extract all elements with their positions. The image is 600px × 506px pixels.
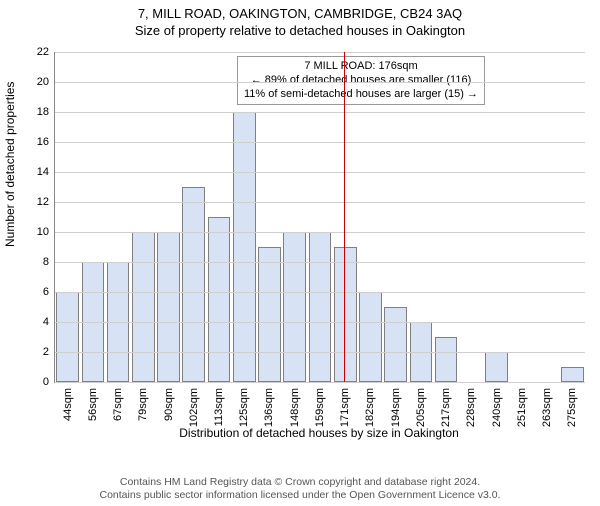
x-axis-label: Distribution of detached houses by size …: [54, 426, 584, 440]
bar-slot: 240sqm: [484, 52, 509, 382]
y-tick-label: 20: [37, 76, 49, 88]
histogram-bar: [132, 232, 155, 382]
plot-area: 44sqm56sqm67sqm79sqm90sqm102sqm113sqm125…: [54, 52, 585, 383]
annotation-line-1: 7 MILL ROAD: 176sqm: [244, 60, 478, 74]
histogram-bar: [485, 352, 508, 382]
histogram-bar: [283, 232, 306, 382]
annotation-line-3: 11% of semi-detached houses are larger (…: [244, 88, 478, 102]
x-tick-label: 171sqm: [339, 388, 351, 427]
x-tick-label: 194sqm: [390, 388, 402, 427]
histogram-bar: [309, 232, 332, 382]
y-tick-label: 10: [37, 226, 49, 238]
histogram-bar: [561, 367, 584, 382]
x-tick-label: 228sqm: [465, 388, 477, 427]
y-axis-label: Number of detached properties: [3, 82, 17, 247]
bar-slot: 113sqm: [206, 52, 231, 382]
y-tick-label: 14: [37, 166, 49, 178]
grid-line: [55, 232, 585, 233]
x-tick-label: 240sqm: [491, 388, 503, 427]
grid-line: [55, 112, 585, 113]
x-tick-label: 113sqm: [213, 388, 225, 426]
x-tick-label: 44sqm: [62, 388, 74, 421]
x-tick-label: 56sqm: [87, 388, 99, 421]
histogram-bar: [334, 247, 357, 382]
bar-slot: 102sqm: [181, 52, 206, 382]
x-tick-label: 136sqm: [263, 388, 275, 427]
reference-line: [344, 52, 345, 382]
bar-slot: 251sqm: [509, 52, 534, 382]
annotation-line-2: ← 89% of detached houses are smaller (11…: [244, 74, 478, 88]
annotation-box: 7 MILL ROAD: 176sqm ← 89% of detached ho…: [237, 56, 485, 105]
y-tick-label: 16: [37, 136, 49, 148]
grid-line: [55, 142, 585, 143]
x-tick-label: 79sqm: [137, 388, 149, 421]
x-tick-label: 182sqm: [364, 388, 376, 427]
histogram-bar: [208, 217, 231, 382]
footer-line-1: Contains HM Land Registry data © Crown c…: [0, 476, 600, 489]
x-tick-label: 159sqm: [314, 388, 326, 427]
bar-slot: 79sqm: [131, 52, 156, 382]
y-tick-label: 8: [43, 256, 49, 268]
grid-line: [55, 322, 585, 323]
grid-line: [55, 202, 585, 203]
bar-slot: 67sqm: [105, 52, 130, 382]
x-tick-label: 148sqm: [289, 388, 301, 427]
page-subtitle: Size of property relative to detached ho…: [0, 23, 600, 38]
bar-slot: 56sqm: [80, 52, 105, 382]
y-tick-label: 18: [37, 106, 49, 118]
footer-attribution: Contains HM Land Registry data © Crown c…: [0, 476, 600, 502]
bar-slot: 275sqm: [560, 52, 585, 382]
y-tick-label: 12: [37, 196, 49, 208]
histogram-bar: [359, 292, 382, 382]
x-tick-label: 90sqm: [163, 388, 175, 421]
grid-line: [55, 262, 585, 263]
y-tick-label: 4: [43, 316, 49, 328]
histogram-bar: [258, 247, 281, 382]
x-tick-label: 251sqm: [516, 388, 528, 427]
histogram-chart: Number of detached properties 44sqm56sqm…: [0, 48, 600, 446]
x-tick-label: 217sqm: [440, 388, 452, 427]
page-title: 7, MILL ROAD, OAKINGTON, CAMBRIDGE, CB24…: [0, 6, 600, 21]
footer-line-2: Contains public sector information licen…: [0, 489, 600, 502]
x-tick-label: 263sqm: [541, 388, 553, 427]
y-tick-label: 6: [43, 286, 49, 298]
bar-slot: 90sqm: [156, 52, 181, 382]
histogram-bar: [56, 292, 79, 382]
x-tick-label: 125sqm: [238, 388, 250, 427]
grid-line: [55, 382, 585, 383]
bar-slot: 263sqm: [534, 52, 559, 382]
y-tick-label: 0: [43, 376, 49, 388]
grid-line: [55, 82, 585, 83]
y-tick-label: 2: [43, 346, 49, 358]
histogram-bar: [435, 337, 458, 382]
grid-line: [55, 352, 585, 353]
grid-line: [55, 172, 585, 173]
x-tick-label: 102sqm: [188, 388, 200, 427]
grid-line: [55, 52, 585, 53]
bar-slot: 44sqm: [55, 52, 80, 382]
y-tick-label: 22: [37, 46, 49, 58]
x-tick-label: 205sqm: [415, 388, 427, 427]
x-tick-label: 67sqm: [112, 388, 124, 421]
x-tick-label: 275sqm: [566, 388, 578, 427]
grid-line: [55, 292, 585, 293]
histogram-bar: [384, 307, 407, 382]
histogram-bar: [157, 232, 180, 382]
histogram-bar: [233, 112, 256, 382]
